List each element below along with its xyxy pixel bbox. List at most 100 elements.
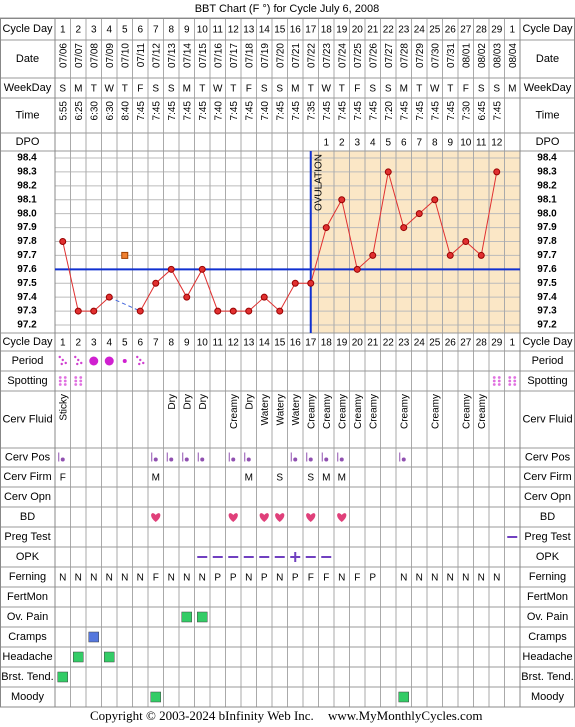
cell-text: 28 — [476, 338, 488, 349]
temperature-point — [446, 251, 454, 259]
cell-text: 7 — [153, 338, 159, 349]
cell-text: M — [291, 84, 299, 95]
cell-text: 10 — [197, 25, 209, 36]
cell-text: N — [400, 573, 407, 584]
cell-text: 7:45 — [167, 101, 178, 121]
cell-text: 3 — [91, 25, 97, 36]
cell-text: 24 — [414, 25, 426, 36]
chart-title: BBT Chart (F °) for Cycle July 6, 2008 — [195, 3, 380, 15]
cell-text: M — [245, 473, 253, 484]
y-tick-label: 97.2 — [17, 320, 37, 331]
cerv-pos-dot — [184, 457, 189, 462]
y-tick-label: 97.4 — [17, 292, 37, 303]
cell-text: S — [152, 84, 159, 95]
cell-text: 12 — [228, 338, 240, 349]
cell-text: 07/11 — [136, 43, 147, 68]
y-tick-label: 97.3 — [537, 306, 557, 317]
bd-heart — [275, 513, 285, 522]
row-label: Date — [16, 53, 39, 65]
cell-text: 22 — [383, 25, 395, 36]
row-label: Moody — [531, 691, 565, 703]
cell-text: N — [276, 573, 283, 584]
cell-text: 07/22 — [306, 43, 317, 68]
cell-text: Dry — [182, 394, 193, 410]
cell-text: 07/25 — [353, 43, 364, 68]
cell-text: 10 — [197, 338, 209, 349]
row-label: Cerv Fluid — [2, 413, 52, 425]
temperature-point — [136, 307, 144, 315]
temperature-point — [384, 168, 392, 176]
discarded-point — [121, 251, 129, 259]
cell-text: 17 — [305, 25, 317, 36]
cell-text: 07/15 — [198, 43, 209, 68]
y-tick-label: 98.1 — [17, 194, 37, 205]
cell-text: 2 — [75, 338, 81, 349]
cell-text: 07/28 — [399, 43, 410, 68]
cell-text: 08/04 — [508, 43, 519, 68]
cell-text: 11 — [213, 338, 224, 349]
headache-mark — [73, 651, 84, 663]
cell-text: N — [183, 573, 190, 584]
cell-text: 7:45 — [492, 101, 503, 121]
y-tick-label: 98.3 — [17, 167, 37, 178]
cell-text: 8:40 — [120, 101, 131, 121]
cell-text: 18 — [321, 338, 333, 349]
temperature-point — [493, 168, 501, 176]
spot-dot — [492, 376, 496, 379]
spot-dot — [74, 383, 78, 386]
row-label: Cerv Pos — [525, 451, 571, 463]
cell-text: M — [508, 84, 516, 95]
row-label: OPK — [536, 551, 560, 563]
temperature-point — [152, 279, 160, 287]
temperature-point — [214, 307, 222, 315]
cell-text: N — [121, 573, 128, 584]
cell-text: 20 — [352, 338, 364, 349]
row-label: BD — [540, 511, 555, 523]
cell-text: 9 — [184, 338, 190, 349]
cell-text: 8 — [168, 25, 174, 36]
cell-text: P — [214, 573, 221, 584]
cell-text: N — [90, 573, 97, 584]
cell-text: 7:40 — [260, 101, 271, 121]
y-tick-label: 97.8 — [17, 236, 37, 247]
cell-text: S — [369, 84, 376, 95]
cell-text: 11 — [476, 138, 487, 149]
cell-text: P — [369, 573, 376, 584]
cerv-pos-mark — [228, 452, 236, 462]
cerv-pos-dot — [153, 457, 158, 462]
row-label: Ferning — [9, 571, 46, 583]
cell-text: Dry — [244, 394, 255, 410]
cell-text: 6:30 — [105, 101, 116, 121]
row-label: OPK — [16, 551, 40, 563]
period-dot — [60, 362, 63, 366]
spot-dot — [513, 376, 517, 379]
cell-text: 25 — [429, 25, 441, 36]
cell-text: Creamy — [337, 394, 348, 429]
cell-text: F — [463, 84, 469, 95]
cell-text: 1 — [509, 338, 515, 349]
cell-text: N — [137, 573, 144, 584]
row-label: Time — [15, 109, 39, 121]
row-label: Cerv Firm — [523, 471, 571, 483]
cell-text: N — [245, 573, 252, 584]
spot-dot — [492, 379, 496, 383]
breast_tend-mark — [57, 671, 68, 683]
spot-dot — [513, 383, 517, 386]
cerv-pos-mark — [244, 452, 251, 462]
cell-text: 1 — [323, 138, 329, 149]
cell-text: S — [307, 473, 314, 484]
cell-text: 7 — [153, 25, 159, 36]
cell-text: N — [199, 573, 206, 584]
cell-text: Creamy — [368, 394, 379, 429]
cerv-pos-dot — [324, 457, 329, 462]
headache-mark — [104, 651, 115, 663]
spot-dot — [79, 379, 83, 383]
cell-text: 23 — [398, 338, 410, 349]
temperature-point — [307, 279, 315, 287]
cell-text: 07/08 — [89, 43, 100, 68]
cell-text: S — [276, 84, 283, 95]
cell-text: 7:45 — [244, 101, 255, 121]
cell-text: 23 — [398, 25, 410, 36]
y-tick-label: 97.2 — [537, 320, 557, 331]
temperature-point — [276, 307, 284, 315]
